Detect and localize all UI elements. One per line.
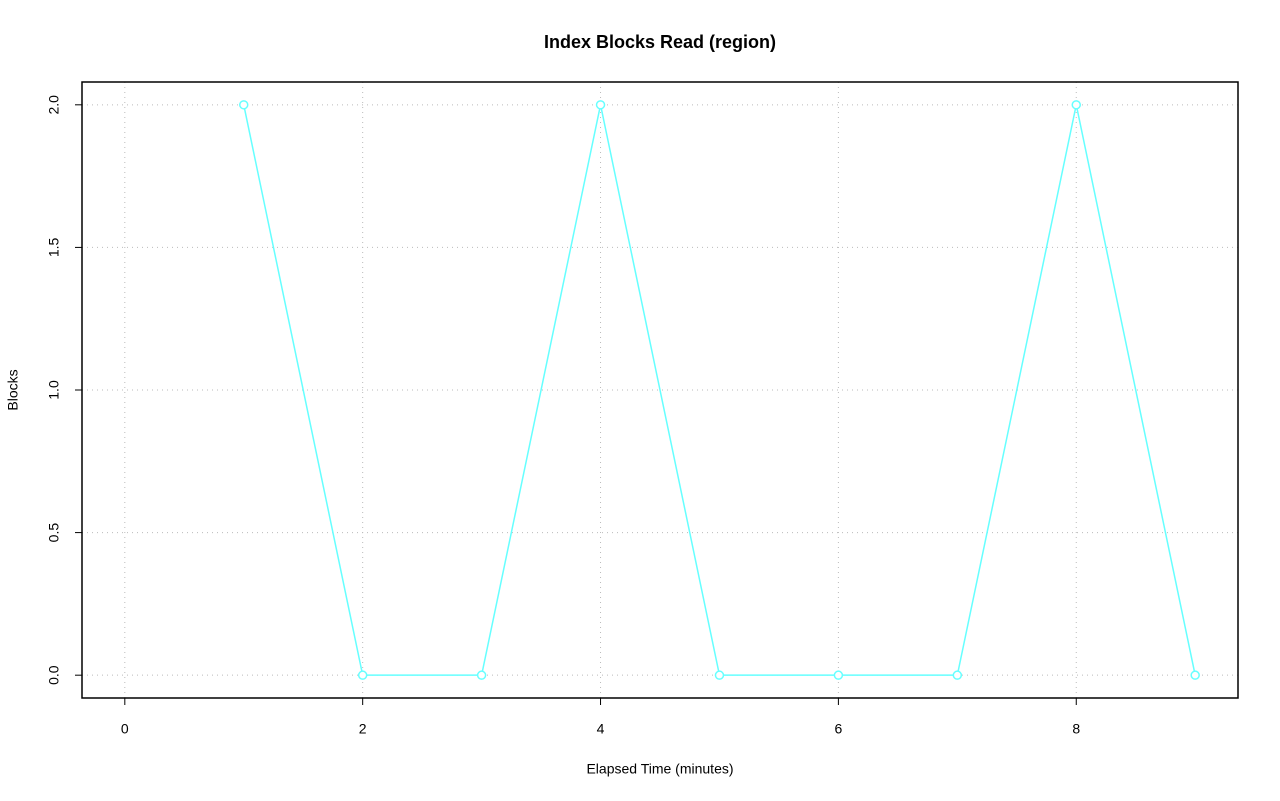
y-tick-label: 1.0 — [46, 380, 62, 400]
data-point — [357, 670, 368, 680]
x-tick-label: 2 — [359, 721, 367, 737]
x-tick-label: 6 — [834, 721, 842, 737]
y-tick-label: 0.5 — [46, 523, 62, 543]
data-point — [1190, 670, 1200, 680]
x-tick-label: 0 — [121, 721, 129, 737]
data-point — [833, 670, 844, 680]
x-tick-label: 8 — [1072, 721, 1080, 737]
data-point — [238, 100, 249, 110]
data-point — [1071, 100, 1082, 110]
y-axis-label: Blocks — [5, 369, 21, 410]
data-point — [714, 670, 725, 680]
data-point — [952, 670, 963, 680]
x-axis-label: Elapsed Time (minutes) — [586, 761, 733, 777]
data-point — [476, 670, 487, 680]
y-tick-label: 1.5 — [46, 237, 62, 257]
y-tick-label: 2.0 — [46, 95, 62, 115]
x-tick-label: 4 — [597, 721, 605, 737]
y-tick-label: 0.0 — [46, 665, 62, 685]
plot-frame — [81, 81, 1239, 699]
data-point — [595, 100, 606, 110]
chart-title: Index Blocks Read (region) — [544, 32, 776, 52]
